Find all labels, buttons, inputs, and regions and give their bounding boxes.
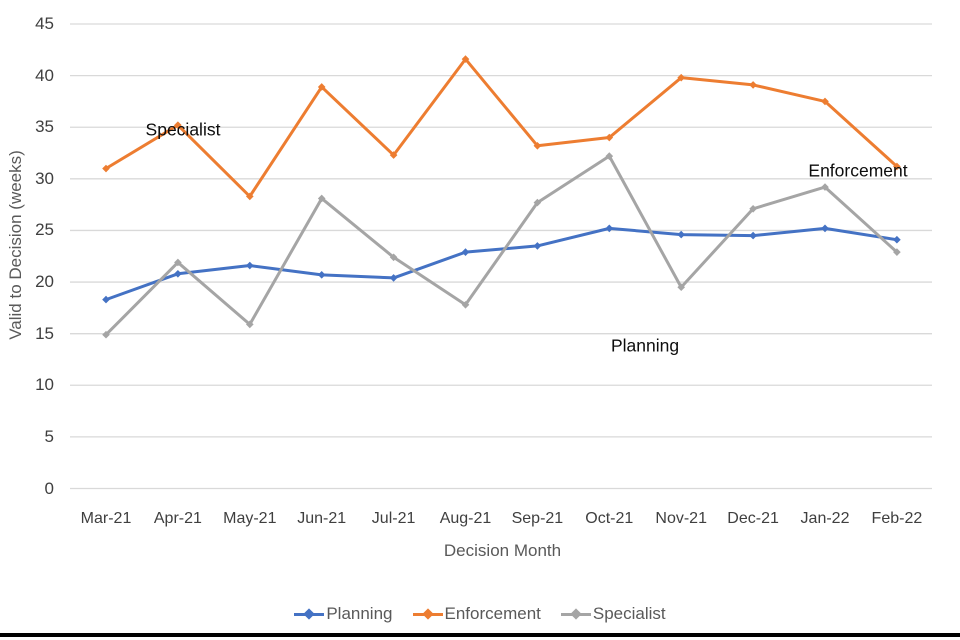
legend-item-specialist: Specialist [560,604,666,624]
specialist-data-point [533,198,542,207]
enforcement-data-point [605,133,614,142]
x-tick-label: Feb-22 [871,510,923,527]
planning-data-point [821,224,829,233]
y-tick-label: 15 [35,323,54,343]
planning-line-marker-icon [294,608,325,620]
legend-item-planning: Planning [294,604,393,624]
planning-data-point [533,242,542,250]
x-tick-label: Jul-21 [371,510,416,527]
x-tick-label: Oct-21 [585,510,634,527]
enforcement-data-point [533,141,542,150]
planning-data-point [317,271,326,279]
specialist-line-marker-icon [560,608,591,620]
x-tick-label: Mar-21 [80,510,132,527]
x-tick-label: Jan-22 [800,510,850,527]
specialist-data-point [389,253,398,262]
planning-data-point [174,269,182,278]
y-tick-label: 40 [35,65,54,85]
y-tick-label: 45 [35,14,54,33]
y-tick-label: 25 [35,220,54,240]
specialist-data-point [893,248,901,256]
legend-label: Planning [326,604,393,623]
y-tick-label: 30 [35,168,54,188]
planning-data-point [893,235,901,244]
x-tick-label: Nov-21 [655,510,707,527]
y-tick-label: 35 [35,117,54,137]
series-label-enforcement: Enforcement [808,160,908,181]
chart-legend: Planning Enforcement Specialist [0,602,960,626]
x-tick-label: Jun-21 [297,510,347,527]
planning-line [104,226,899,302]
specialist-data-point [677,283,686,292]
specialist-data-point [605,152,614,160]
specialist-data-point [461,300,470,309]
legend-label: Enforcement [444,604,541,623]
x-tick-label: Apr-21 [153,510,202,527]
y-axis-title: Valid to Decision (weeks) [6,150,25,340]
enforcement-line-marker-icon [412,608,443,620]
specialist-data-point [821,183,829,191]
enforcement-line [104,57,899,198]
x-axis-title: Decision Month [443,541,562,560]
series-label-specialist: Specialist [145,119,221,140]
planning-data-point [605,224,614,233]
y-tick-label: 10 [35,375,54,395]
enforcement-data-point [677,73,686,82]
x-tick-label: Dec-21 [727,510,779,527]
planning-data-point [102,295,110,304]
planning-data-point [245,261,254,270]
y-tick-label: 20 [35,272,54,292]
legend-item-enforcement: Enforcement [412,604,541,624]
series-label-planning: Planning [610,335,680,356]
x-tick-label: Aug-21 [439,510,492,527]
y-tick-label: 0 [44,478,54,498]
y-tick-label: 5 [44,426,54,446]
x-tick-label: May-21 [223,510,277,527]
bottom-border-line [0,633,960,637]
enforcement-data-point [821,97,829,106]
x-tick-label: Sep-21 [511,510,564,527]
specialist-line [104,154,899,337]
enforcement-data-point [893,162,901,171]
planning-data-point [389,274,398,282]
specialist-data-point [245,320,254,329]
legend-label: Specialist [592,604,666,623]
enforcement-data-point [102,164,110,173]
planning-data-point [677,230,686,239]
